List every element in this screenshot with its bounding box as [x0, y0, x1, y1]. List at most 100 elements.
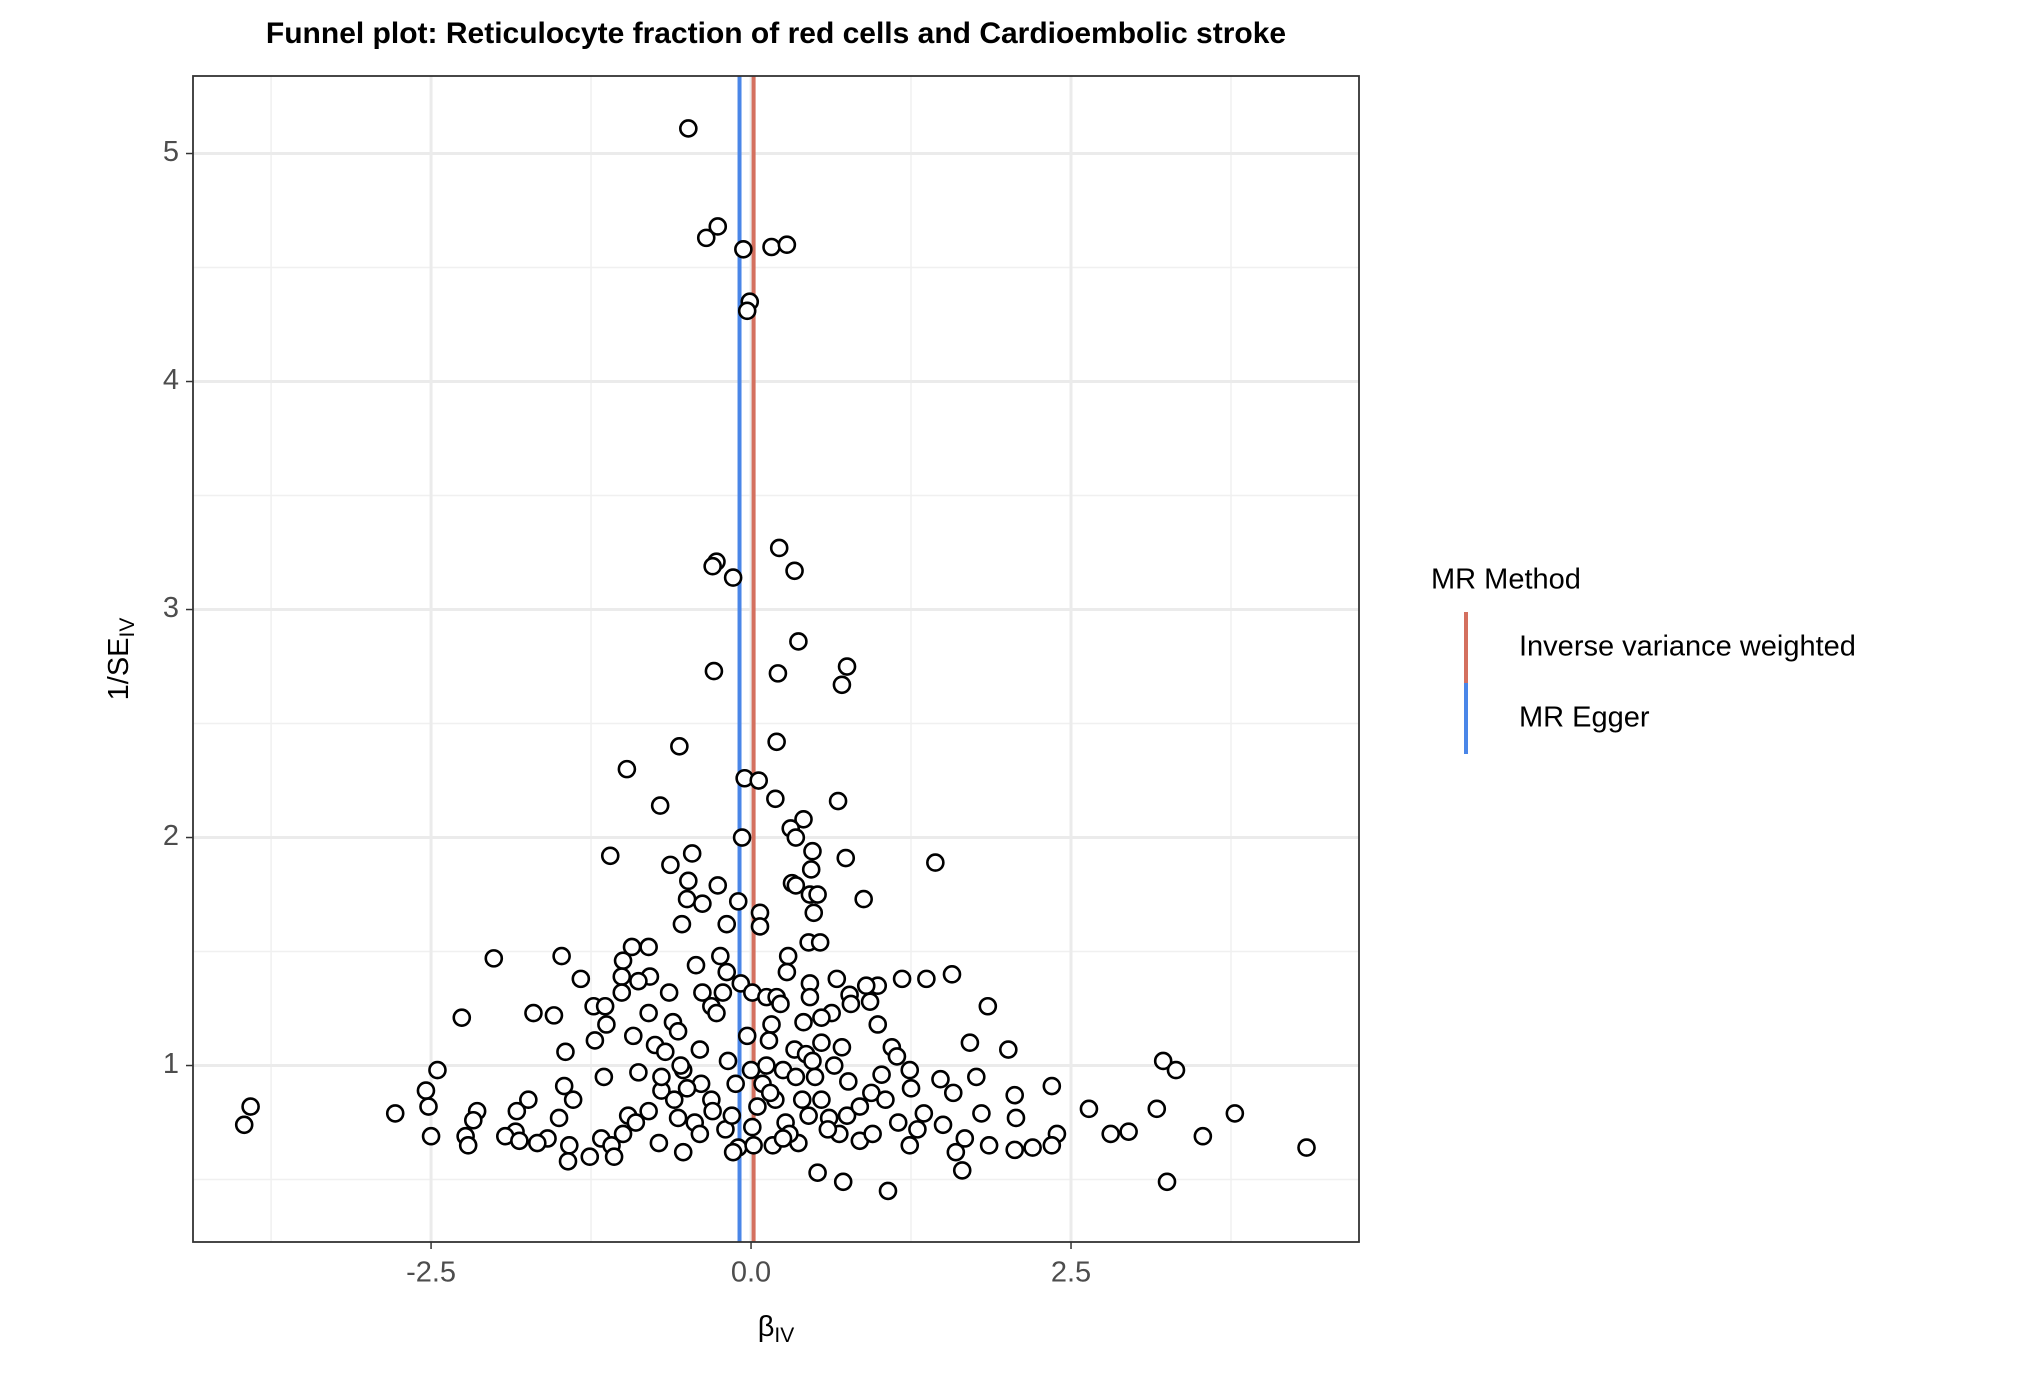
point	[1225, 1104, 1245, 1123]
point	[1119, 1122, 1138, 1141]
point	[786, 876, 806, 895]
point	[690, 1040, 710, 1059]
chart-title: Funnel plot: Reticulocyte fraction of re…	[266, 17, 1286, 50]
point	[1153, 1051, 1173, 1071]
point	[458, 1136, 478, 1155]
point	[768, 664, 788, 683]
point	[718, 1051, 738, 1071]
point	[1005, 1140, 1025, 1160]
point	[649, 1133, 669, 1153]
point	[696, 228, 716, 248]
point	[723, 568, 743, 587]
point	[629, 1063, 648, 1082]
point	[682, 844, 702, 863]
point	[794, 809, 813, 829]
point	[563, 1090, 583, 1110]
point	[1042, 1136, 1062, 1155]
point	[507, 1101, 527, 1121]
point	[659, 983, 679, 1002]
point	[241, 1097, 260, 1116]
y-axis-label: 1/SEIV	[103, 618, 139, 701]
y-tick-label: 3	[163, 592, 179, 624]
point	[1006, 1108, 1026, 1128]
point	[832, 675, 852, 695]
point	[722, 1106, 742, 1125]
point	[876, 1090, 895, 1110]
point	[952, 1161, 972, 1180]
point	[741, 1060, 761, 1080]
point	[554, 1076, 574, 1096]
point	[580, 1147, 600, 1167]
point	[824, 1056, 844, 1075]
point	[713, 983, 733, 1002]
y-tick-label: 2	[163, 820, 179, 852]
point	[908, 1120, 927, 1139]
point	[559, 1136, 579, 1155]
point	[757, 1056, 776, 1075]
point	[760, 1083, 780, 1103]
point	[428, 1060, 447, 1080]
point	[519, 1090, 538, 1110]
point	[558, 1151, 578, 1171]
plot-border	[192, 75, 1360, 1243]
point	[737, 301, 757, 321]
point	[786, 828, 806, 847]
point	[672, 914, 692, 934]
point	[850, 1097, 870, 1116]
point	[613, 951, 633, 970]
point	[794, 1012, 813, 1032]
point	[749, 771, 769, 790]
point	[839, 1072, 858, 1091]
point	[595, 996, 615, 1016]
point	[805, 1067, 825, 1087]
x-tick-label: 2.5	[1051, 1257, 1091, 1289]
point	[652, 1067, 671, 1087]
point	[629, 971, 648, 991]
point	[999, 1040, 1018, 1059]
point	[419, 1097, 438, 1116]
point	[655, 1042, 675, 1062]
point	[960, 1033, 980, 1053]
point	[978, 996, 998, 1016]
point	[767, 732, 786, 752]
point	[943, 1083, 963, 1103]
legend-title: MR Method	[1431, 564, 1581, 596]
point	[679, 119, 698, 138]
y-tick-label: 1	[163, 1048, 179, 1080]
point	[833, 1172, 853, 1192]
point	[664, 1090, 684, 1110]
point	[900, 1060, 920, 1080]
point	[670, 737, 689, 756]
point	[693, 894, 712, 913]
point	[723, 1142, 743, 1162]
point	[778, 946, 798, 966]
point	[837, 1106, 857, 1125]
point	[801, 860, 821, 879]
point	[827, 969, 847, 989]
point	[856, 976, 876, 996]
x-tick-label: 0.0	[731, 1257, 771, 1289]
point	[892, 969, 912, 989]
point	[711, 946, 730, 966]
point	[812, 1090, 831, 1110]
point	[812, 1008, 831, 1027]
point	[828, 791, 848, 811]
point	[452, 1008, 472, 1027]
point	[872, 1065, 891, 1084]
y-tick-label: 4	[163, 364, 179, 396]
point	[464, 1110, 483, 1130]
point	[726, 1074, 745, 1094]
point	[1005, 1085, 1025, 1105]
point	[677, 889, 697, 909]
point	[748, 1097, 767, 1116]
point	[234, 1115, 254, 1135]
point	[841, 994, 861, 1014]
point	[650, 796, 670, 815]
point	[668, 1022, 688, 1041]
point	[812, 1033, 831, 1053]
point	[972, 1104, 991, 1123]
point	[556, 1042, 575, 1062]
point	[416, 1081, 436, 1100]
point	[708, 876, 728, 895]
point	[931, 1069, 950, 1089]
